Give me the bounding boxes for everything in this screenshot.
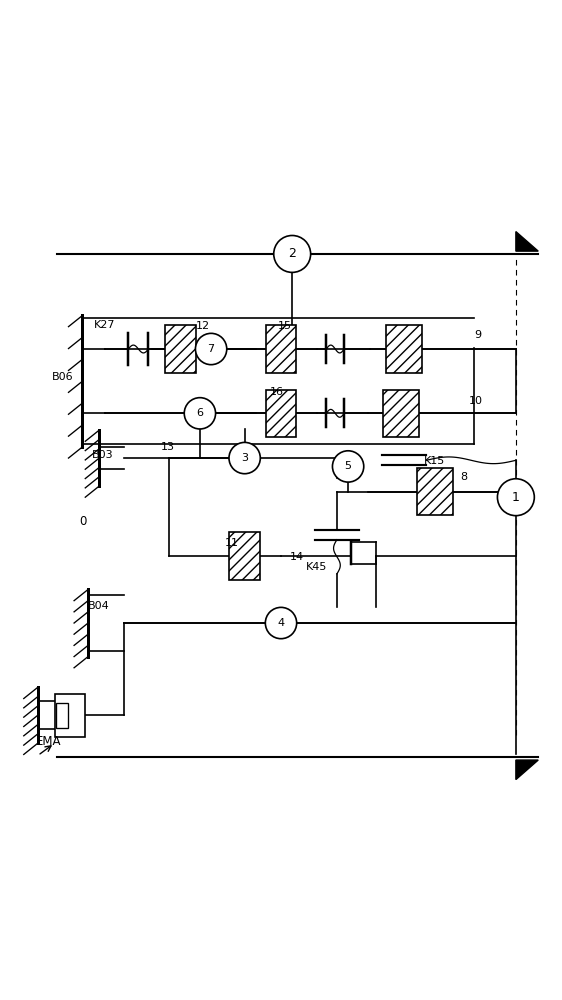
Text: 4: 4 (278, 618, 284, 628)
Circle shape (196, 333, 226, 365)
Bar (386, 325, 422, 373)
Text: 12: 12 (196, 321, 210, 331)
Bar (56, 703, 69, 728)
Text: 8: 8 (460, 472, 467, 482)
Text: 6: 6 (196, 408, 203, 418)
Text: 11: 11 (225, 538, 239, 548)
Bar (266, 390, 296, 437)
Bar (165, 325, 196, 373)
Text: 1: 1 (512, 491, 520, 504)
Text: 5: 5 (345, 461, 352, 471)
Text: 15: 15 (278, 321, 292, 331)
Bar (165, 325, 196, 373)
Bar (383, 390, 419, 437)
Circle shape (333, 451, 364, 482)
Text: 16: 16 (270, 387, 284, 397)
Text: B04: B04 (88, 601, 110, 611)
Bar (416, 468, 453, 515)
Text: 0: 0 (80, 515, 87, 528)
Bar (416, 468, 453, 515)
Text: K15: K15 (424, 456, 445, 466)
Bar (55, 694, 85, 737)
Circle shape (274, 235, 311, 272)
Text: 13: 13 (161, 442, 175, 452)
Circle shape (229, 442, 260, 474)
Text: 14: 14 (289, 552, 303, 562)
Text: 3: 3 (241, 453, 248, 463)
Bar (266, 325, 296, 373)
Polygon shape (516, 232, 538, 251)
Circle shape (184, 398, 216, 429)
Circle shape (265, 607, 297, 639)
Text: EMA: EMA (36, 735, 62, 748)
Text: B06: B06 (52, 372, 74, 382)
Text: K45: K45 (306, 562, 328, 572)
Text: 2: 2 (288, 247, 296, 260)
Polygon shape (516, 760, 538, 780)
Bar (229, 532, 260, 580)
Bar (266, 325, 296, 373)
Bar (386, 325, 422, 373)
Text: K27: K27 (94, 320, 115, 330)
Text: B03: B03 (92, 450, 114, 460)
Bar (229, 532, 260, 580)
Text: 7: 7 (207, 344, 215, 354)
Text: 9: 9 (474, 330, 481, 340)
Text: 10: 10 (468, 396, 482, 406)
Circle shape (497, 479, 534, 516)
Bar (266, 390, 296, 437)
Bar (383, 390, 419, 437)
